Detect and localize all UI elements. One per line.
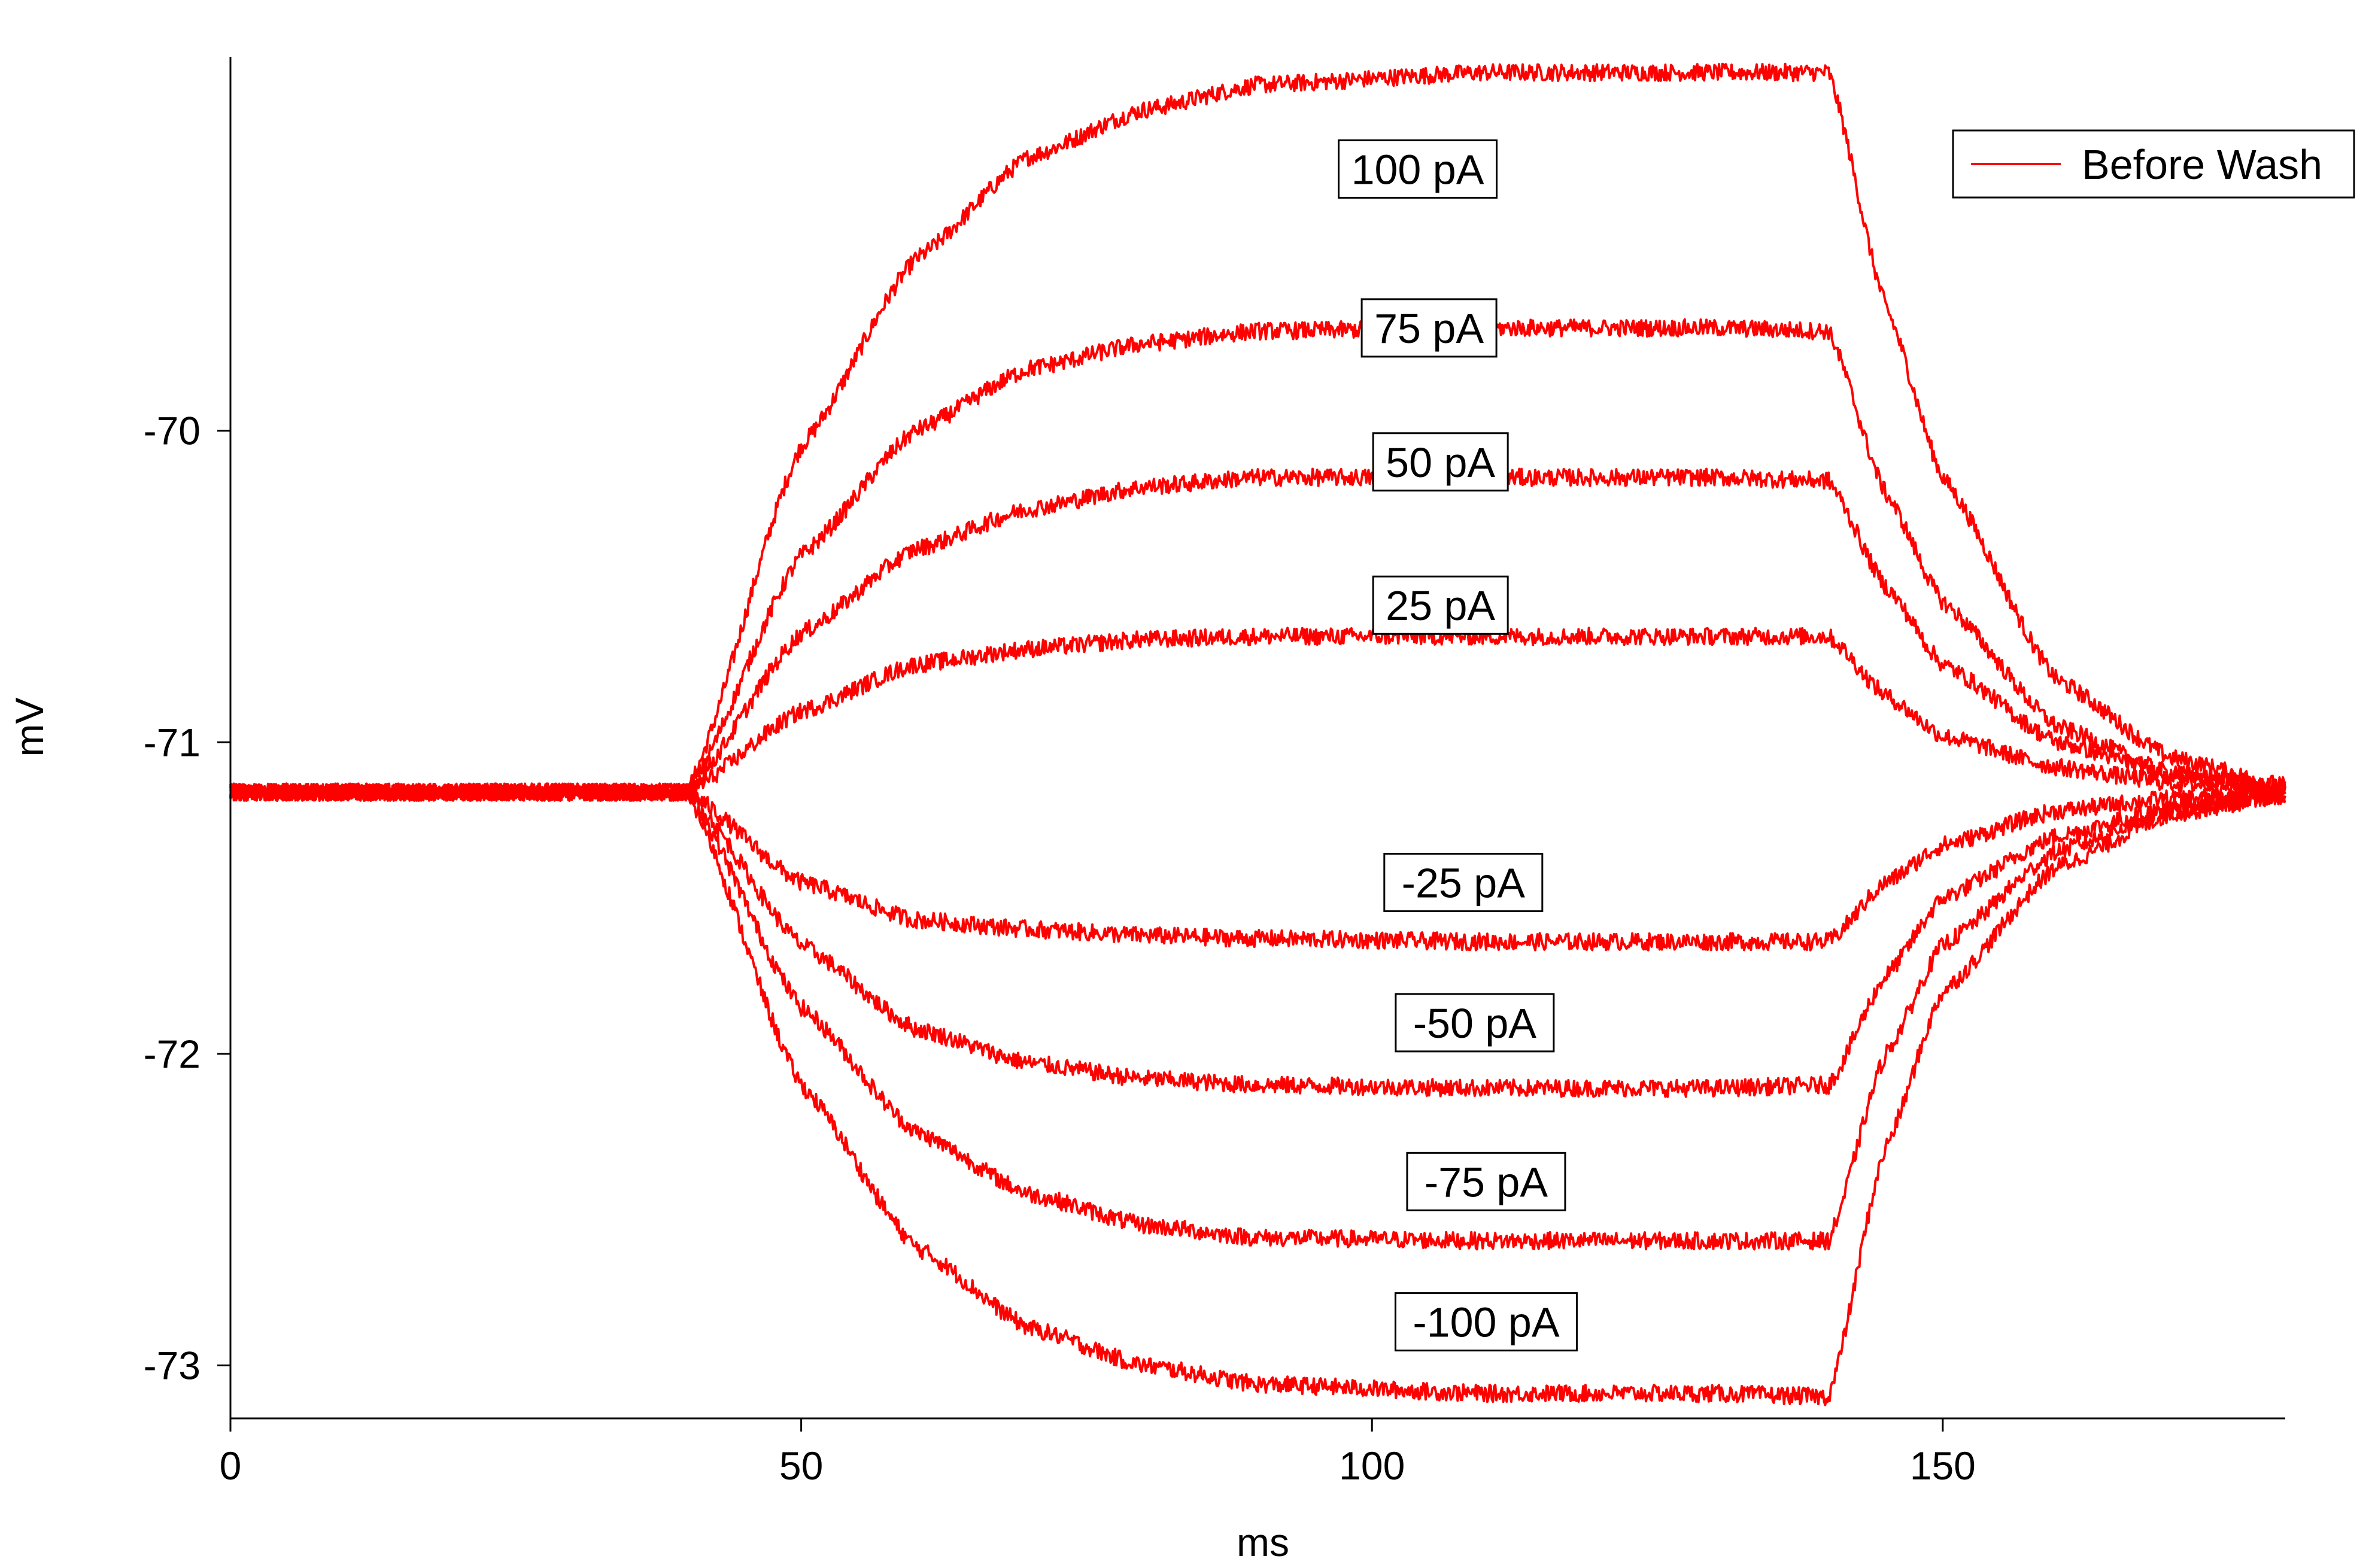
trace-label-box [1372, 575, 1509, 635]
y-tick-label: -71 [144, 720, 201, 764]
x-tick-label: 150 [1910, 1444, 1976, 1488]
trace-labels: 100 pA 75 pA 50 pA 25 pA -25 pA -50 pA -75 pA -… [1338, 139, 1578, 1352]
trace-label-text: -100 pA [1413, 1299, 1559, 1346]
trace-label-text: 100 pA [1351, 146, 1484, 193]
y-tick-label: -72 [144, 1032, 201, 1076]
trace-neg75pA [229, 782, 2286, 1251]
trace-label-text: 50 pA [1386, 439, 1495, 486]
y-axis-title: mV [7, 698, 51, 757]
trace-25pA [229, 627, 2286, 802]
trace-label: 100 pA [1338, 139, 1498, 199]
trace-label-box [1406, 1151, 1566, 1211]
trace-layer [229, 62, 2286, 1406]
trace-neg100pA [229, 782, 2286, 1406]
trace-label-box [1372, 432, 1509, 492]
trace-label-text: -75 pA [1425, 1159, 1548, 1205]
y-tick-label: -73 [144, 1343, 201, 1387]
x-axis-title: ms [1237, 1520, 1289, 1564]
trace-label: -50 pA [1395, 993, 1555, 1053]
trace-label-box [1395, 993, 1555, 1053]
trace-75pA [229, 318, 2286, 802]
legend-label: Before Wash [2082, 141, 2322, 188]
trace-label: 50 pA [1372, 432, 1509, 492]
legend: Before Wash [1952, 129, 2355, 199]
trace-label: -25 pA [1383, 853, 1544, 913]
trace-label-text: -50 pA [1413, 1000, 1537, 1047]
trace-label-text: 25 pA [1386, 582, 1495, 629]
trace-label-text: -25 pA [1402, 860, 1526, 907]
trace-label-box [1383, 853, 1544, 913]
trace-label-box [1394, 1292, 1578, 1352]
x-tick-label: 100 [1339, 1444, 1405, 1488]
trace-label: 75 pA [1360, 298, 1498, 358]
trace-label-box [1338, 139, 1498, 199]
trace-label: 25 pA [1372, 575, 1509, 635]
trace-label-text: 75 pA [1374, 305, 1484, 352]
x-tick-label: 50 [779, 1444, 823, 1488]
y-tick-label: -70 [144, 409, 201, 453]
x-tick-label: 0 [220, 1444, 242, 1488]
trace-label: -75 pA [1406, 1151, 1566, 1211]
trace-label-box [1360, 298, 1498, 358]
trace-label: -100 pA [1394, 1292, 1578, 1352]
axes: -70 -71 -72 -73 0 50 100 150 [144, 57, 2285, 1488]
